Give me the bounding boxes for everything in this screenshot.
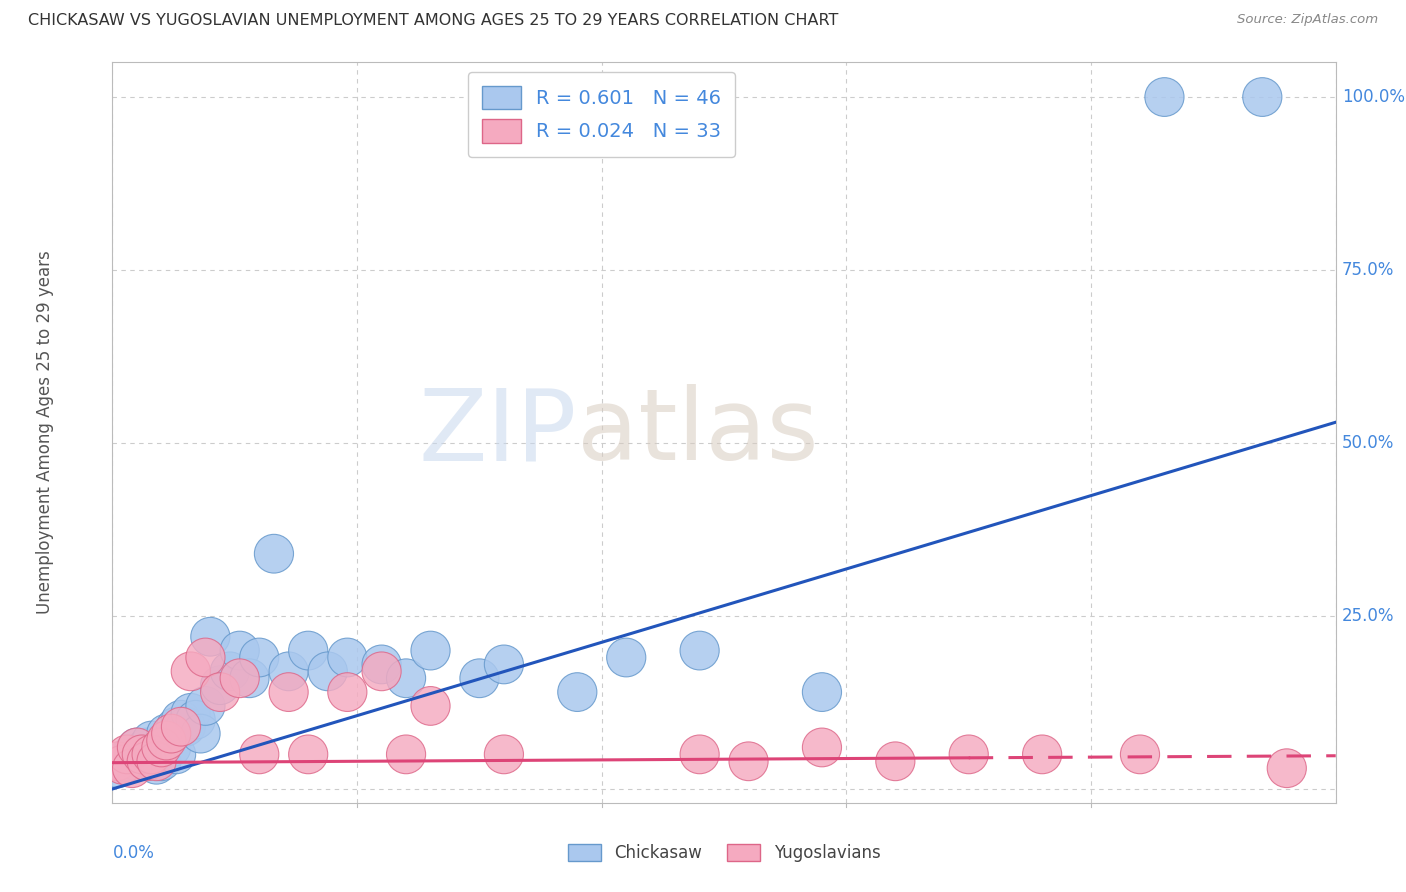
Ellipse shape (136, 742, 176, 780)
Ellipse shape (1144, 78, 1184, 117)
Text: 50.0%: 50.0% (1341, 434, 1395, 452)
Ellipse shape (558, 673, 598, 712)
Ellipse shape (152, 728, 191, 767)
Ellipse shape (191, 617, 231, 657)
Ellipse shape (127, 742, 166, 780)
Ellipse shape (146, 721, 186, 760)
Text: 75.0%: 75.0% (1341, 261, 1395, 279)
Ellipse shape (201, 673, 239, 712)
Ellipse shape (112, 735, 152, 773)
Ellipse shape (176, 700, 215, 739)
Ellipse shape (186, 687, 225, 725)
Ellipse shape (221, 632, 259, 670)
Ellipse shape (1267, 748, 1306, 788)
Ellipse shape (803, 673, 842, 712)
Ellipse shape (122, 735, 162, 773)
Ellipse shape (728, 742, 768, 780)
Ellipse shape (328, 638, 367, 677)
Ellipse shape (1121, 735, 1160, 773)
Ellipse shape (288, 735, 328, 773)
Text: atlas: atlas (578, 384, 818, 481)
Ellipse shape (239, 638, 278, 677)
Ellipse shape (1243, 78, 1282, 117)
Ellipse shape (269, 673, 308, 712)
Ellipse shape (136, 746, 176, 784)
Ellipse shape (162, 707, 201, 746)
Ellipse shape (108, 735, 146, 773)
Ellipse shape (181, 714, 221, 753)
Ellipse shape (186, 638, 225, 677)
Text: ZIP: ZIP (419, 384, 578, 481)
Ellipse shape (308, 652, 347, 690)
Ellipse shape (254, 534, 294, 573)
Ellipse shape (387, 735, 426, 773)
Ellipse shape (221, 659, 259, 698)
Ellipse shape (132, 735, 172, 773)
Legend: Chickasaw, Yugoslavians: Chickasaw, Yugoslavians (561, 837, 887, 869)
Ellipse shape (269, 652, 308, 690)
Ellipse shape (156, 707, 195, 746)
Ellipse shape (122, 735, 162, 773)
Ellipse shape (387, 659, 426, 698)
Ellipse shape (146, 714, 186, 753)
Ellipse shape (127, 728, 166, 767)
Ellipse shape (606, 638, 645, 677)
Text: Unemployment Among Ages 25 to 29 years: Unemployment Among Ages 25 to 29 years (37, 251, 55, 615)
Ellipse shape (112, 748, 152, 788)
Ellipse shape (211, 652, 249, 690)
Ellipse shape (108, 746, 146, 784)
Ellipse shape (411, 632, 450, 670)
Ellipse shape (127, 742, 166, 780)
Ellipse shape (98, 748, 136, 788)
Ellipse shape (156, 735, 195, 773)
Ellipse shape (117, 742, 156, 780)
Ellipse shape (949, 735, 988, 773)
Ellipse shape (166, 707, 205, 746)
Ellipse shape (361, 652, 401, 690)
Ellipse shape (162, 700, 201, 739)
Ellipse shape (328, 673, 367, 712)
Ellipse shape (231, 659, 269, 698)
Text: 0.0%: 0.0% (112, 844, 155, 862)
Ellipse shape (803, 728, 842, 767)
Ellipse shape (460, 659, 499, 698)
Ellipse shape (288, 632, 328, 670)
Ellipse shape (681, 735, 720, 773)
Text: Source: ZipAtlas.com: Source: ZipAtlas.com (1237, 13, 1378, 27)
Ellipse shape (103, 742, 142, 780)
Ellipse shape (1022, 735, 1062, 773)
Ellipse shape (142, 742, 181, 780)
Ellipse shape (411, 687, 450, 725)
Ellipse shape (681, 632, 720, 670)
Ellipse shape (98, 742, 136, 780)
Ellipse shape (142, 728, 181, 767)
Ellipse shape (152, 714, 191, 753)
Ellipse shape (132, 721, 172, 760)
Text: CHICKASAW VS YUGOSLAVIAN UNEMPLOYMENT AMONG AGES 25 TO 29 YEARS CORRELATION CHAR: CHICKASAW VS YUGOSLAVIAN UNEMPLOYMENT AM… (28, 13, 838, 29)
Ellipse shape (876, 742, 915, 780)
Ellipse shape (484, 735, 523, 773)
Ellipse shape (172, 693, 211, 732)
Ellipse shape (103, 746, 142, 784)
Ellipse shape (117, 728, 156, 767)
Ellipse shape (361, 645, 401, 684)
Ellipse shape (132, 735, 172, 773)
Text: 100.0%: 100.0% (1341, 88, 1405, 106)
Ellipse shape (117, 728, 156, 767)
Ellipse shape (172, 652, 211, 690)
Ellipse shape (484, 645, 523, 684)
Ellipse shape (239, 735, 278, 773)
Text: 25.0%: 25.0% (1341, 607, 1395, 625)
Ellipse shape (201, 665, 239, 705)
Ellipse shape (142, 728, 181, 767)
